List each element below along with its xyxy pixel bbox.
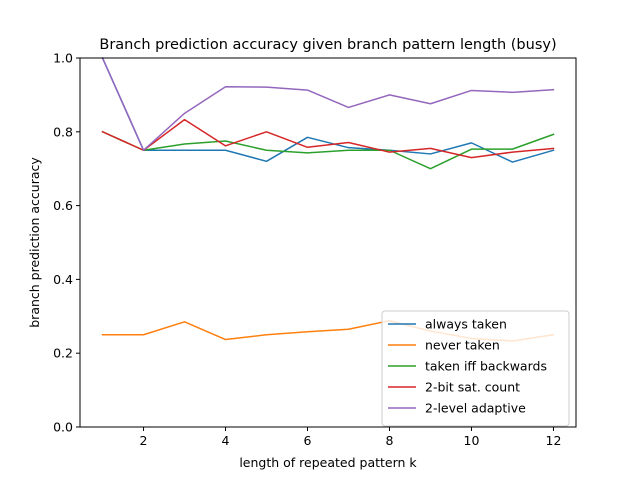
legend: always taken never taken taken iff backwar… [381, 310, 570, 427]
legend-entry: 2-level adaptive [425, 401, 526, 416]
x-tick-label: 4 [222, 433, 230, 448]
legend-entry: 2-bit sat. count [425, 380, 520, 395]
chart-title: Branch prediction accuracy given branch … [99, 37, 556, 53]
x-tick-label: 6 [304, 433, 312, 448]
y-axis-label: branch prediction accuracy [27, 157, 42, 328]
series-line-1 [101, 57, 555, 163]
x-axis: 2 4 6 8 10 12 [140, 427, 562, 448]
x-tick-label: 10 [464, 433, 480, 448]
y-tick-label: 1.0 [53, 51, 73, 66]
series-line-5 [101, 57, 555, 151]
series-line-3 [101, 130, 555, 170]
x-tick-label: 12 [546, 433, 562, 448]
y-tick-label: 0.0 [53, 420, 73, 435]
legend-entry: taken iff backwards [425, 359, 547, 374]
y-tick-label: 0.2 [53, 346, 73, 361]
y-axis: 0.0 0.2 0.4 0.6 0.8 1.0 [53, 51, 80, 435]
legend-box [381, 310, 570, 427]
legend-entry: never taken [425, 338, 500, 353]
series-line-4 [101, 118, 555, 159]
y-tick-label: 0.4 [53, 272, 73, 287]
plot-frame [79, 57, 577, 428]
plot-lines [101, 57, 555, 342]
x-tick-label: 8 [386, 433, 394, 448]
legend-entry: always taken [425, 317, 507, 332]
y-tick-label: 0.8 [53, 124, 73, 139]
x-axis-label: length of repeated pattern k [239, 455, 417, 470]
x-tick-label: 2 [140, 433, 148, 448]
y-tick-label: 0.6 [53, 198, 73, 213]
